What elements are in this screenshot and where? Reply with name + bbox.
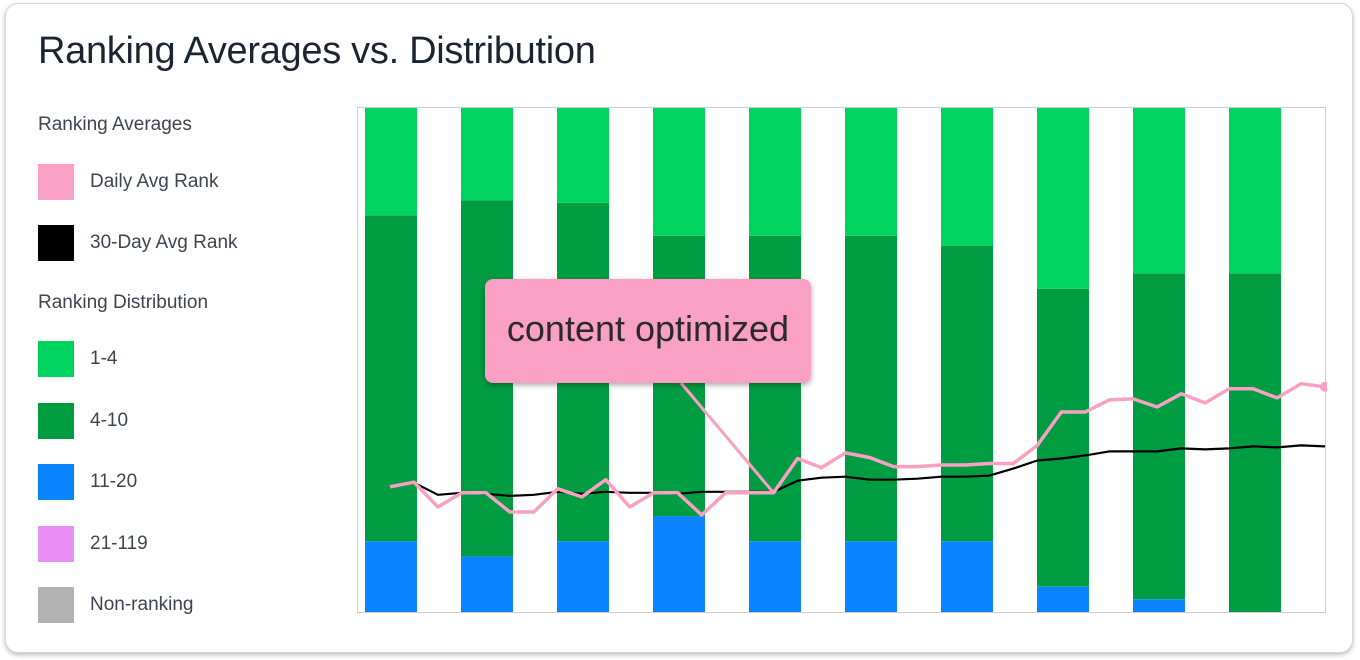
legend-swatch (38, 464, 74, 500)
chart-title: Ranking Averages vs. Distribution (38, 30, 596, 72)
bar-segment-1-4-10[interactable] (1229, 107, 1281, 274)
bar-segment-11-20-9[interactable] (1133, 599, 1185, 612)
lines-layer (389, 381, 1327, 517)
legend-averages-title: Ranking Averages (38, 114, 192, 135)
bar-segment-1-4-9[interactable] (1133, 107, 1185, 274)
plot-frame (357, 107, 1326, 613)
chart-card: Ranking Averages vs. Distribution Rankin… (6, 4, 1352, 652)
legend-item-1-4[interactable]: 1-4 (38, 341, 117, 377)
annotations-layer: content optimized (485, 279, 811, 494)
legend-distribution-title: Ranking Distribution (38, 292, 209, 313)
bar-segment-11-20-7[interactable] (941, 541, 993, 612)
legend-label: 21-119 (90, 533, 148, 554)
annotation-label: content optimized (507, 308, 789, 349)
bar-segment-11-20-6[interactable] (845, 541, 897, 612)
legend-swatch (38, 587, 74, 623)
line-daily-avg-rank[interactable] (389, 381, 1326, 517)
line-end-marker[interactable] (1320, 381, 1327, 392)
legend-label: 4-10 (90, 410, 129, 431)
legend-item-non-ranking[interactable]: Non-ranking (38, 587, 194, 623)
legend-item-30-day-avg-rank[interactable]: 30-Day Avg Rank (38, 225, 238, 261)
bar-segment-1-4-8[interactable] (1037, 107, 1089, 289)
bar-segment-1-4-5[interactable] (749, 107, 801, 236)
chart-plot: content optimized (357, 107, 1327, 613)
bar-segment-11-20-4[interactable] (653, 516, 705, 612)
bar-segment-4-10-10[interactable] (1229, 273, 1281, 612)
annotation-leader-line (679, 382, 775, 494)
legend-swatch (38, 526, 74, 562)
bar-segment-4-10-7[interactable] (941, 245, 993, 542)
legend-label: 11-20 (90, 471, 138, 492)
line-30-day-avg-rank[interactable] (389, 444, 1326, 497)
bar-segment-11-20-2[interactable] (461, 556, 513, 612)
legend-label: Daily Avg Rank (90, 171, 219, 192)
bar-segment-4-10-9[interactable] (1133, 273, 1185, 600)
legend-swatch (38, 341, 74, 377)
bar-segment-11-20-5[interactable] (749, 541, 801, 612)
bar-segment-4-10-1[interactable] (365, 215, 417, 542)
legend-item-21-119[interactable]: 21-119 (38, 526, 148, 562)
bar-segment-1-4-1[interactable] (365, 107, 417, 216)
legend-label: 1-4 (90, 348, 118, 369)
legend-item-daily-avg-rank[interactable]: Daily Avg Rank (38, 164, 219, 200)
bar-segment-1-4-7[interactable] (941, 107, 993, 246)
legend-label: Non-ranking (90, 594, 194, 615)
bar-segment-11-20-1[interactable] (365, 541, 417, 612)
legend-item-4-10[interactable]: 4-10 (38, 403, 128, 439)
bar-segment-1-4-2[interactable] (461, 107, 513, 201)
legend-swatch (38, 403, 74, 439)
legend-swatch (38, 164, 74, 200)
bar-segment-11-20-8[interactable] (1037, 586, 1089, 613)
bar-segment-1-4-6[interactable] (845, 107, 897, 236)
annotation-box[interactable] (485, 279, 811, 383)
legend-label: 30-Day Avg Rank (90, 232, 238, 253)
bar-segment-4-10-8[interactable] (1037, 288, 1089, 587)
legend-swatch (38, 225, 74, 261)
bar-segment-1-4-3[interactable] (557, 107, 609, 203)
bar-segment-1-4-4[interactable] (653, 107, 705, 236)
legend-item-11-20[interactable]: 11-20 (38, 464, 137, 500)
bar-segment-11-20-3[interactable] (557, 541, 609, 612)
bar-segment-4-10-6[interactable] (845, 235, 897, 542)
